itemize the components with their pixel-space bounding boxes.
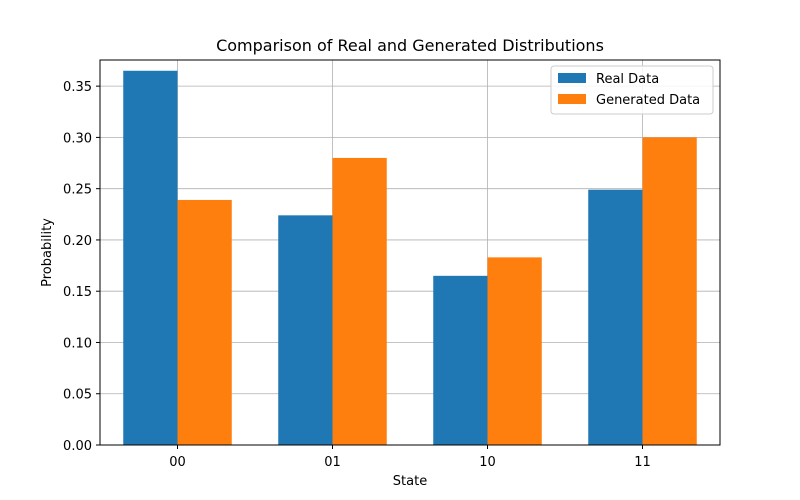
y-tick-label: 0.05 [63, 388, 92, 403]
y-tick-label: 0.30 [63, 131, 92, 146]
bars [123, 70, 697, 445]
bar-generated-data-00 [177, 199, 232, 445]
bar-real-data-10 [433, 275, 488, 445]
plot-frame [99, 59, 721, 446]
bar-generated-data-11 [642, 137, 697, 445]
legend-label-real-data: Real Data [596, 72, 659, 87]
y-axis-ticks: 0.00 0.05 0.10 0.15 0.20 0.25 0.30 0.35 [63, 80, 100, 454]
x-tick-label: 00 [169, 455, 186, 470]
legend-swatch-real-data [558, 73, 586, 83]
legend: Real Data Generated Data [550, 65, 714, 115]
y-axis-label: Probability [40, 218, 55, 287]
legend-label-generated-data: Generated Data [596, 93, 700, 108]
x-axis-label: State [393, 474, 427, 489]
y-tick-label: 0.00 [63, 439, 92, 454]
legend-box [550, 65, 714, 115]
bar-generated-data-01 [332, 157, 387, 445]
y-tick-label: 0.15 [63, 285, 92, 300]
bar-real-data-01 [278, 215, 333, 445]
x-tick-label: 01 [324, 455, 341, 470]
y-tick-label: 0.35 [63, 80, 92, 95]
chart-title: Comparison of Real and Generated Distrib… [216, 36, 604, 55]
y-tick-label: 0.10 [63, 336, 92, 351]
legend-swatch-generated-data [558, 94, 586, 104]
bar-real-data-00 [123, 70, 178, 445]
bar-generated-data-10 [487, 257, 542, 445]
bar-real-data-11 [588, 189, 643, 445]
y-tick-label: 0.25 [63, 183, 92, 198]
x-axis-ticks: 00 01 10 11 [169, 445, 651, 470]
x-tick-label: 10 [479, 455, 496, 470]
x-tick-label: 11 [634, 455, 651, 470]
y-tick-label: 0.20 [63, 234, 92, 249]
